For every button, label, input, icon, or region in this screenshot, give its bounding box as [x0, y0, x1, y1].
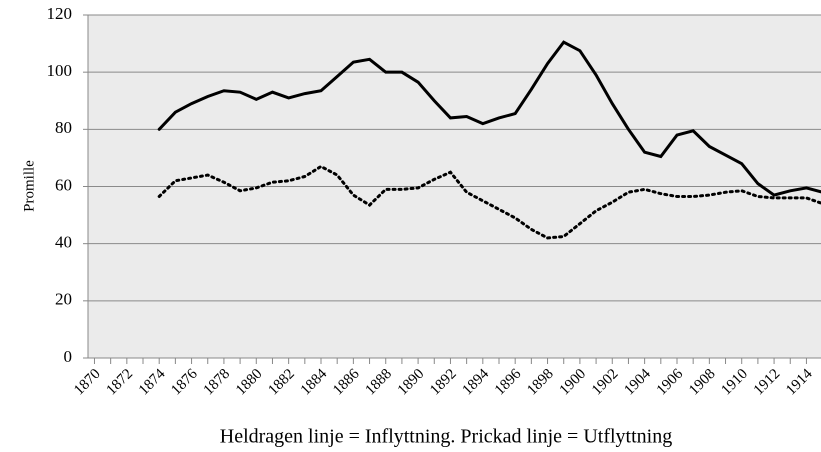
- y-tick-label: 60: [55, 175, 72, 194]
- line-series: [157, 40, 821, 197]
- y-axis-label: Promille: [21, 160, 37, 212]
- x-tick-label: 1874: [136, 366, 169, 399]
- x-tick-label: 1906: [654, 366, 687, 399]
- x-tick-label: 1898: [524, 366, 557, 399]
- y-tick-label: 120: [47, 4, 73, 23]
- x-tick-label: 1884: [298, 366, 331, 399]
- x-tick-label: 1894: [460, 366, 493, 399]
- y-tick-label: 20: [55, 290, 72, 309]
- x-tick-label: 1876: [168, 366, 201, 399]
- x-tick-label: 1904: [621, 366, 654, 399]
- x-tick-label: 1878: [201, 366, 234, 399]
- x-tick-label: 1896: [492, 366, 525, 399]
- x-tick-label: 1912: [751, 366, 784, 399]
- x-tick-label: 1872: [104, 366, 137, 399]
- x-tick-label: 1902: [589, 366, 622, 399]
- y-tick-label: 0: [64, 347, 73, 366]
- x-tick-label: 1886: [330, 366, 363, 399]
- line-series: [157, 164, 821, 240]
- y-tick-label: 80: [55, 118, 72, 137]
- x-tick-label: 1880: [233, 366, 266, 399]
- x-tick-label: 1914: [783, 366, 816, 399]
- x-axis-label: Heldragen linje = Inflyttning. Prickad l…: [220, 426, 672, 448]
- x-tick-label: 1892: [427, 366, 460, 399]
- series-group: [157, 40, 821, 240]
- x-tick-label: 1910: [718, 366, 751, 399]
- x-tick-label: 1908: [686, 366, 719, 399]
- x-tick-label: 1890: [395, 366, 428, 399]
- y-tick-label: 40: [55, 233, 72, 252]
- x-tick-label: 1882: [265, 366, 298, 399]
- y-tick-label: 100: [47, 61, 73, 80]
- x-tick-label: 1888: [362, 366, 395, 399]
- x-tick-label: 1870: [71, 366, 104, 399]
- x-tick-label: 1900: [557, 366, 590, 399]
